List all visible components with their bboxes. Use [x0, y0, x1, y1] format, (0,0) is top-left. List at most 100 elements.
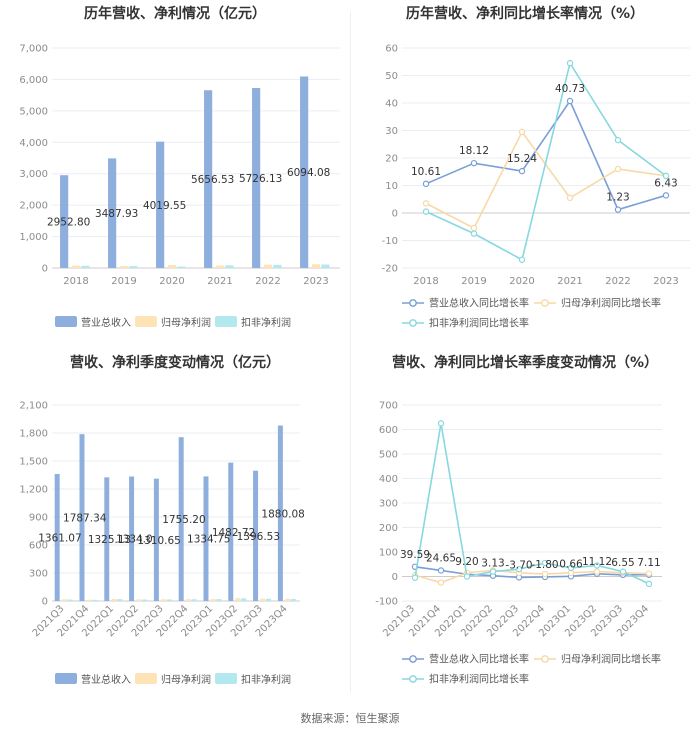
y-tick-label: 50 — [385, 71, 398, 82]
bar-revenue — [108, 158, 117, 268]
data-point — [489, 568, 497, 575]
legend-label: 营业总收入同比增长率 — [429, 297, 529, 310]
bar-net-profit — [210, 598, 216, 601]
bar-revenue — [178, 437, 184, 601]
x-tick-label: 2022 — [605, 276, 630, 287]
data-point — [662, 192, 670, 199]
series-line-deducted-profit — [414, 423, 650, 585]
bar-net-profit — [260, 598, 266, 601]
data-point — [614, 165, 622, 173]
bar-revenue — [79, 434, 85, 601]
bar-deducted-profit — [166, 599, 172, 601]
y-tick-label: 400 — [379, 474, 398, 485]
bar-net-profit — [311, 264, 321, 268]
point-data-label: 40.73 — [555, 83, 585, 95]
bar-data-label: 1787.34 — [63, 513, 107, 525]
x-tick-label: 2019 — [111, 276, 136, 287]
bar-revenue — [60, 175, 69, 268]
bar-revenue — [104, 477, 110, 601]
y-tick-label: 700 — [379, 401, 398, 412]
bar-net-profit — [61, 599, 67, 601]
bar-revenue — [253, 470, 259, 601]
y-tick-label: 0 — [42, 264, 48, 275]
y-tick-label: 600 — [379, 425, 398, 436]
bar-deducted-profit — [67, 599, 73, 601]
y-tick-label: 2,000 — [19, 201, 48, 212]
y-tick-label: 5,000 — [19, 106, 48, 117]
chart-title: 营收、净利同比增长率季度变动情况（%） — [392, 354, 658, 371]
data-point — [518, 167, 526, 175]
y-tick-label: 500 — [379, 450, 398, 461]
x-tick-label: 2020 — [159, 276, 184, 287]
bar-data-label: 2952.80 — [47, 217, 90, 229]
annual-values-svg: 历年营收、净利情况（亿元） 0 1,000 2,000 3,000 4,000 5,000 6… — [19, 5, 340, 329]
data-point — [593, 562, 601, 569]
data-point — [662, 172, 670, 180]
bar-data-label: 5656.53 — [191, 174, 234, 186]
bar-data-label: 1325.13 — [88, 534, 131, 546]
legend-marker — [409, 655, 417, 663]
y-tick-label: 2,100 — [19, 401, 48, 412]
bar-net-profit — [161, 599, 167, 601]
x-tick-label: 2020 — [509, 276, 534, 287]
y-tick-label: 1,500 — [19, 457, 48, 468]
data-point — [470, 159, 478, 167]
bar-revenue — [228, 462, 234, 601]
point-data-label: 9.20 — [455, 556, 478, 568]
data-point — [422, 180, 430, 188]
point-data-label: 6.43 — [654, 177, 677, 189]
data-point — [566, 194, 574, 202]
data-point — [541, 570, 549, 578]
data-point — [437, 567, 445, 574]
point-data-label: -1.80 — [531, 559, 558, 571]
data-point — [645, 580, 653, 588]
data-source-label: 数据来源：恒生聚源 — [300, 712, 400, 725]
bar-net-profit — [86, 599, 92, 601]
data-point — [437, 420, 445, 427]
bar-deducted-profit — [225, 265, 234, 268]
data-point — [593, 568, 601, 575]
legend-swatch — [215, 673, 237, 684]
bar-data-label: 1396.53 — [237, 531, 280, 543]
point-data-label: 0.66 — [559, 558, 583, 570]
bar-deducted-profit — [241, 598, 247, 601]
chart-title: 历年营收、净利同比增长率情况（%） — [406, 5, 644, 22]
y-tick-label: 0 — [42, 597, 48, 608]
legend-label: 扣非净利润 — [241, 316, 291, 329]
legend-swatch — [135, 316, 157, 327]
point-data-label: 15.24 — [507, 153, 537, 165]
point-data-label: 6.55 — [611, 557, 634, 569]
data-point — [422, 200, 430, 207]
bar-revenue — [203, 476, 209, 601]
y-tick-label: 100 — [379, 548, 398, 559]
bar-revenue — [277, 425, 283, 601]
y-tick-label: 0 — [392, 209, 398, 220]
y-tick-label: 6,000 — [19, 75, 48, 86]
y-tick-label: 300 — [379, 499, 398, 510]
bar-net-profit — [119, 266, 129, 268]
legend-label: 扣非净利润同比增长率 — [429, 317, 529, 330]
bar-data-label: 1310.65 — [137, 535, 180, 547]
bar-revenue — [156, 141, 165, 268]
legend-marker — [409, 675, 417, 683]
x-tick-label: 2018 — [413, 276, 438, 287]
bar-data-label: 1361.07 — [38, 532, 81, 544]
data-point — [614, 206, 622, 213]
bar-deducted-profit — [177, 266, 186, 268]
quarterly-values-chart: 营收、净利季度变动情况（亿元） 0 300 600 900 1,200 1,500 1,800… — [0, 345, 350, 705]
legend-label: 归母净利润 — [161, 316, 211, 329]
y-tick-label: -100 — [375, 597, 398, 608]
bar-net-profit — [215, 265, 225, 268]
y-tick-label: 600 — [29, 541, 48, 552]
quarterly-growth-chart: 营收、净利同比增长率季度变动情况（%） -100 0 100 200 300 400 500 6… — [350, 345, 700, 705]
bar-deducted-profit — [273, 264, 282, 268]
y-tick-label: 1,200 — [19, 485, 48, 496]
bar-revenue — [129, 476, 135, 601]
series-line-revenue — [425, 99, 667, 211]
bar-data-label: 4019.55 — [143, 200, 186, 212]
y-tick-label: 4,000 — [19, 138, 48, 149]
chart-title: 历年营收、净利情况（亿元） — [84, 5, 266, 22]
bar-net-profit — [285, 598, 291, 601]
bar-data-label: 1334.75 — [187, 534, 230, 546]
bar-deducted-profit — [290, 598, 296, 601]
